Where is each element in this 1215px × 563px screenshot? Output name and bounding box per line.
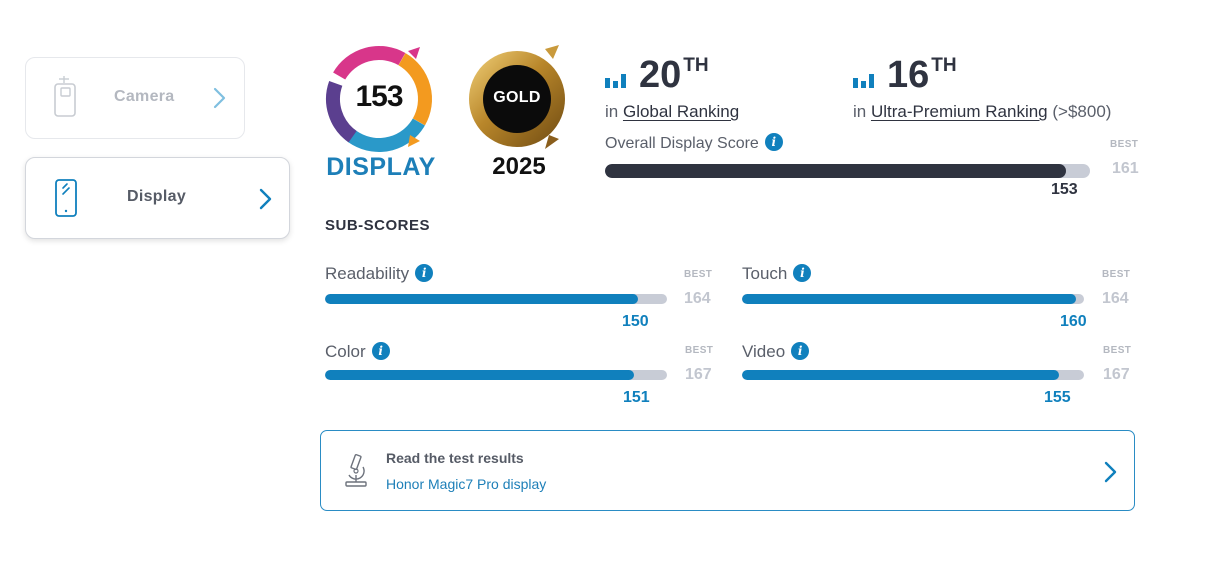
global-rank-value: 20 TH xyxy=(639,54,709,96)
badge-year: 2025 xyxy=(492,153,546,180)
subscore-touch-label: Touch i xyxy=(742,263,812,284)
subscore-touch-bar xyxy=(742,294,1084,304)
overall-best-value: 161 xyxy=(1112,160,1139,177)
subscore-touch-fill xyxy=(742,294,1076,304)
subscore-readability-best: 164 xyxy=(684,290,711,307)
subscore-readability-label: Readability i xyxy=(325,263,434,284)
subscore-color-label: Color i xyxy=(325,341,390,362)
sidebar-tab-camera[interactable]: Camera xyxy=(25,57,245,139)
global-ranking: 20 TH in Global Ranking xyxy=(605,50,835,130)
segment-ranking: 16 TH in Ultra-Premium Ranking (>$800) xyxy=(853,50,1153,130)
subscore-readability-bar xyxy=(325,294,667,304)
subscore-color-fill xyxy=(325,370,635,380)
overall-score-bar xyxy=(605,164,1090,178)
segment-rank-value: 16 TH xyxy=(887,54,957,96)
chevron-right-icon[interactable] xyxy=(1103,461,1117,488)
badge-category-label: DISPLAY xyxy=(326,153,436,181)
chevron-right-icon xyxy=(212,87,226,114)
subscore-readability-fill xyxy=(325,294,638,304)
test-results-card[interactable]: Read the test results Honor Magic7 Pro d… xyxy=(320,430,1135,511)
subscore-best-caption: BEST xyxy=(684,269,713,280)
sidebar-tab-display-label: Display xyxy=(127,188,187,205)
global-rank-text: in Global Ranking xyxy=(605,102,740,121)
microscope-icon xyxy=(343,453,371,494)
subscore-color-bar xyxy=(325,370,667,380)
info-icon[interactable]: i xyxy=(793,263,812,282)
subscore-color-best: 167 xyxy=(685,366,712,383)
global-ranking-link[interactable]: Global Ranking xyxy=(622,102,740,121)
badge-score-value: 153 xyxy=(355,80,403,113)
chevron-right-icon xyxy=(258,188,272,215)
segment-ranking-link[interactable]: Ultra-Premium Ranking xyxy=(870,102,1048,121)
subscores-title: SUB-SCORES xyxy=(325,217,431,234)
subscore-best-caption: BEST xyxy=(1103,345,1132,356)
gold-badge-ring-icon xyxy=(469,45,565,149)
overall-score-fill xyxy=(605,164,1066,178)
subscore-best-caption: BEST xyxy=(1102,269,1131,280)
subscore-readability-value: 150 xyxy=(622,313,649,330)
score-badge: 153 xyxy=(324,45,434,153)
overall-score-value: 153 xyxy=(1051,181,1078,198)
camera-phone-icon xyxy=(50,74,80,125)
info-icon[interactable]: i xyxy=(791,341,810,360)
display-phone-icon xyxy=(54,178,78,223)
overall-best-caption: BEST xyxy=(1110,139,1139,150)
subscore-color-value: 151 xyxy=(623,389,650,406)
gold-badge: GOLD xyxy=(463,45,571,153)
test-results-title: Read the test results xyxy=(386,450,524,466)
subscore-video-fill xyxy=(742,370,1060,380)
subscore-best-caption: BEST xyxy=(685,345,714,356)
subscore-touch-value: 160 xyxy=(1060,313,1087,330)
bar-chart-icon xyxy=(605,74,629,93)
subscore-video-value: 155 xyxy=(1044,389,1071,406)
sidebar-tab-display[interactable]: Display xyxy=(25,157,290,239)
sidebar-tab-camera-label: Camera xyxy=(114,88,175,105)
info-icon[interactable]: i xyxy=(415,263,434,282)
segment-rank-text: in Ultra-Premium Ranking (>$800) xyxy=(853,102,1112,121)
subscore-video-bar xyxy=(742,370,1084,380)
subscore-video-label: Video i xyxy=(742,341,810,362)
subscore-touch-best: 164 xyxy=(1102,290,1129,307)
subscore-video-best: 167 xyxy=(1103,366,1130,383)
score-badge-ring-icon xyxy=(326,46,432,152)
test-results-link[interactable]: Honor Magic7 Pro display xyxy=(386,476,547,492)
info-icon[interactable]: i xyxy=(764,133,783,151)
gold-badge-label: GOLD xyxy=(493,89,541,106)
info-icon[interactable]: i xyxy=(371,341,390,360)
overall-score-label: Overall Display Score i xyxy=(605,133,783,153)
bar-chart-icon xyxy=(853,74,877,93)
